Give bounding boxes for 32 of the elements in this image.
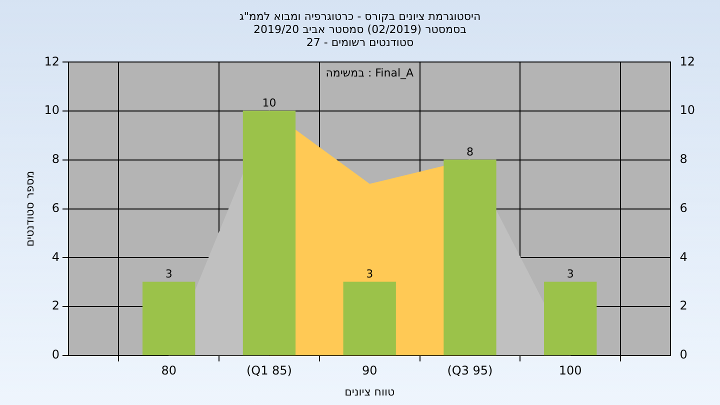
y2-tick-label: 4: [680, 250, 688, 264]
data-label: 8: [466, 145, 474, 158]
y-tick-label: 8: [52, 152, 60, 166]
chart-subtitle: בסמסטר (02/2019) סמסטר אביב 2019/20 סטודנטים רשומים - 27: [252, 23, 468, 49]
y-tick-label: 6: [52, 200, 60, 215]
data-label: 3: [165, 267, 172, 280]
data-label: 10: [262, 96, 276, 110]
annotation: במשימה : Final_A: [326, 66, 414, 80]
y2-tick-label: 8: [680, 152, 688, 166]
x-tick-label: (Q1 85): [246, 364, 292, 378]
chart-title: היסטוגרמת ציונים בקורס - כרטוגרפיה ומבוא לממ"ג: [238, 10, 482, 23]
x-tick-label: 80: [161, 364, 176, 378]
y2-tick-label: 12: [680, 54, 696, 68]
y2-tick-label: 6: [680, 200, 688, 215]
x-tick-label: (Q3 95): [447, 364, 493, 378]
y2-tick-label: 10: [680, 103, 696, 118]
y-tick-label: 2: [52, 298, 60, 313]
data-label: 3: [366, 267, 374, 280]
y-tick-label: 0: [52, 348, 60, 362]
x-tick-label: 90: [362, 364, 378, 378]
y-tick-label: 12: [44, 54, 60, 68]
bar: [544, 282, 597, 356]
bar: [142, 282, 196, 356]
y2-tick-label: 0: [680, 348, 688, 362]
y-tick-label: 4: [52, 250, 60, 264]
x-axis-title: טווח ציונים: [344, 385, 395, 398]
bar: [343, 282, 396, 356]
x-tick-label: 100: [558, 364, 582, 378]
y2-tick-label: 2: [680, 298, 688, 313]
y-axis-title: מספר סטודנטים: [23, 170, 36, 247]
data-label: 3: [566, 267, 574, 280]
y-tick-label: 10: [44, 103, 60, 118]
